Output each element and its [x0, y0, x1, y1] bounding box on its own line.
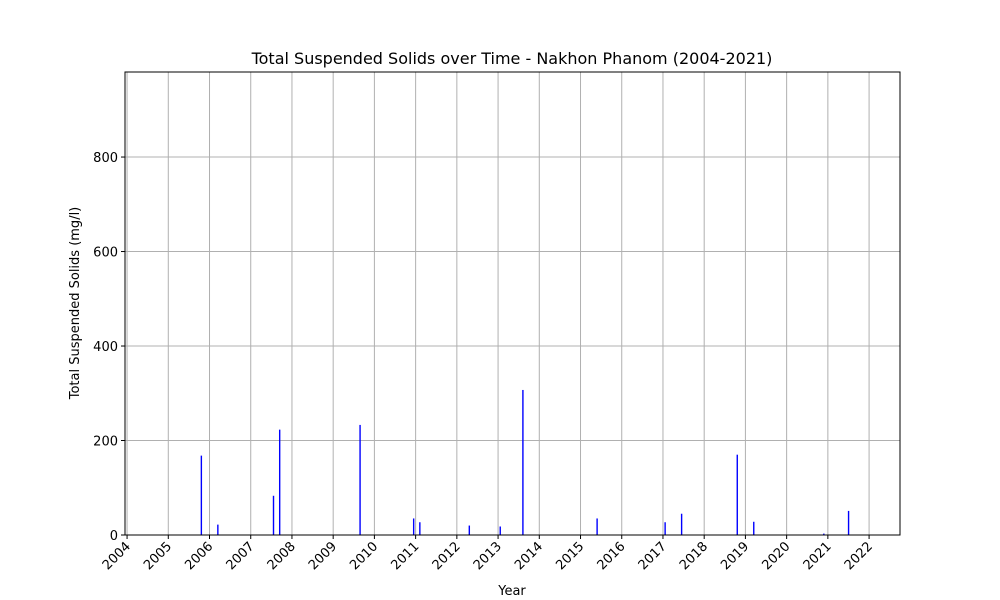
- y-axis-label: Total Suspended Solids (mg/l): [68, 207, 83, 401]
- y-tick-label: 200: [93, 435, 118, 450]
- bar: [823, 533, 825, 535]
- bar: [736, 454, 738, 535]
- y-tick-label: 0: [110, 529, 118, 544]
- bar: [419, 522, 421, 535]
- bar: [468, 525, 471, 535]
- bar: [753, 521, 755, 535]
- bar: [217, 524, 219, 535]
- bar: [272, 495, 275, 535]
- bar: [680, 513, 683, 535]
- bar: [522, 389, 524, 535]
- bar: [412, 518, 415, 535]
- bar: [847, 510, 850, 535]
- y-tick-label: 400: [93, 340, 118, 355]
- bar: [596, 518, 598, 535]
- bar: [278, 429, 281, 535]
- bar: [664, 522, 666, 535]
- y-tick-label: 800: [93, 151, 118, 166]
- chart-title: Total Suspended Solids over Time - Nakho…: [251, 49, 773, 68]
- bar: [200, 455, 203, 535]
- y-tick-label: 600: [93, 246, 118, 261]
- y-axis-ticks: 0 200 400 600 800: [93, 151, 125, 544]
- plot-frame: [124, 71, 901, 536]
- bars: [200, 389, 850, 535]
- bar: [499, 526, 501, 535]
- grid-lines: [125, 72, 900, 536]
- bar: [359, 424, 361, 535]
- x-axis-label: Year: [497, 584, 526, 599]
